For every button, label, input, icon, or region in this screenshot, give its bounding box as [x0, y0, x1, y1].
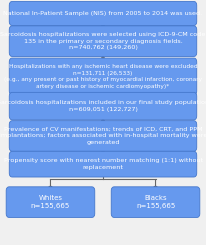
- FancyBboxPatch shape: [9, 1, 197, 25]
- Text: Propensity score with nearest number matching (1:1) without
replacement: Propensity score with nearest number mat…: [4, 159, 202, 170]
- Text: Hospitalizations with any ischemic heart disease were excluded
n=131,711 (26,533: Hospitalizations with any ischemic heart…: [4, 64, 202, 88]
- FancyBboxPatch shape: [111, 187, 200, 218]
- FancyBboxPatch shape: [9, 92, 197, 120]
- FancyBboxPatch shape: [9, 151, 197, 177]
- FancyBboxPatch shape: [6, 187, 95, 218]
- Text: National In-Patient Sample (NIS) from 2005 to 2014 was used.: National In-Patient Sample (NIS) from 20…: [4, 11, 202, 16]
- Text: Whites
n=155,665: Whites n=155,665: [31, 195, 70, 209]
- Text: Sarcoidosis hospitalizations included in our final study population
n=609,051 (1: Sarcoidosis hospitalizations included in…: [0, 100, 206, 112]
- Text: Prevalence of CV manifestations; trends of ICD, CRT, and PPM
implantations; fact: Prevalence of CV manifestations; trends …: [0, 127, 206, 145]
- Text: Blacks
n=155,665: Blacks n=155,665: [136, 195, 175, 209]
- Text: Sarcoidosis hospitalizations were selected using ICD-9-CM code
135 in the primar: Sarcoidosis hospitalizations were select…: [0, 32, 206, 50]
- FancyBboxPatch shape: [9, 121, 197, 151]
- FancyBboxPatch shape: [9, 58, 197, 95]
- FancyBboxPatch shape: [9, 26, 197, 57]
